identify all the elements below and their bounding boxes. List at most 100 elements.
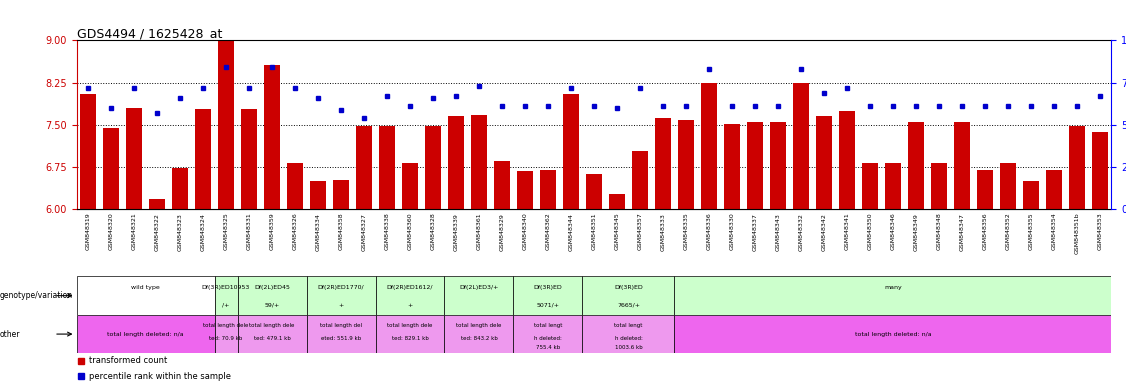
Text: 1003.6 kb: 1003.6 kb: [615, 344, 642, 350]
Text: GSM848336: GSM848336: [706, 213, 712, 250]
Text: GSM848334: GSM848334: [315, 213, 321, 250]
Bar: [471, 115, 488, 209]
Bar: [402, 163, 418, 209]
Text: GSM848351: GSM848351: [591, 213, 597, 250]
Text: total length deleted: n/a: total length deleted: n/a: [855, 331, 931, 337]
Text: GSM848320: GSM848320: [108, 213, 114, 250]
Text: ted: 829.1 kb: ted: 829.1 kb: [392, 336, 428, 341]
Text: 7665/+: 7665/+: [617, 303, 640, 308]
Text: GSM848330: GSM848330: [730, 213, 734, 250]
Text: GSM848360: GSM848360: [408, 213, 412, 250]
FancyBboxPatch shape: [445, 276, 513, 315]
Text: GSM848333: GSM848333: [661, 213, 665, 250]
Bar: [586, 174, 602, 209]
Text: transformed count: transformed count: [89, 356, 168, 366]
Text: GSM848331: GSM848331: [247, 213, 251, 250]
Text: h deleted:: h deleted:: [534, 336, 562, 341]
Text: GSM848328: GSM848328: [430, 213, 436, 250]
Bar: [861, 163, 878, 209]
Bar: [700, 83, 717, 209]
Bar: [356, 126, 372, 209]
Text: ted: 479.1 kb: ted: 479.1 kb: [253, 336, 291, 341]
Text: GSM848357: GSM848357: [637, 213, 643, 250]
Bar: [908, 122, 924, 209]
Text: GSM848319: GSM848319: [86, 213, 90, 250]
Bar: [931, 162, 947, 209]
Bar: [149, 199, 166, 209]
Text: GSM848341: GSM848341: [844, 213, 849, 250]
Bar: [172, 168, 188, 209]
FancyBboxPatch shape: [77, 276, 215, 315]
Bar: [102, 127, 119, 209]
Text: GSM848337: GSM848337: [752, 213, 758, 250]
Text: h deleted:: h deleted:: [615, 336, 643, 341]
FancyBboxPatch shape: [375, 315, 445, 353]
Text: GSM848335: GSM848335: [683, 213, 688, 250]
Text: total lengt: total lengt: [615, 323, 643, 328]
Text: GSM848354: GSM848354: [1052, 213, 1056, 250]
Text: GSM848324: GSM848324: [200, 213, 206, 250]
Text: GSM848326: GSM848326: [293, 213, 297, 250]
Bar: [954, 122, 969, 209]
Bar: [540, 170, 556, 209]
FancyBboxPatch shape: [215, 276, 238, 315]
Text: GSM848327: GSM848327: [361, 213, 366, 250]
Text: Df(2L)ED45: Df(2L)ED45: [254, 285, 291, 291]
Text: GSM848355: GSM848355: [1028, 213, 1034, 250]
Bar: [333, 180, 349, 209]
Text: 59/+: 59/+: [265, 303, 279, 308]
Text: GSM848362: GSM848362: [545, 213, 551, 250]
Text: GSM848348: GSM848348: [937, 213, 941, 250]
Text: GSM848332: GSM848332: [798, 213, 804, 250]
Bar: [1022, 181, 1039, 209]
Bar: [678, 120, 694, 209]
Text: Df(2R)ED1770/: Df(2R)ED1770/: [318, 285, 365, 291]
Text: Df(3R)ED10953: Df(3R)ED10953: [202, 285, 250, 291]
Text: wild type: wild type: [132, 285, 160, 291]
Bar: [977, 170, 993, 209]
FancyBboxPatch shape: [375, 276, 445, 315]
Text: GSM848338: GSM848338: [384, 213, 390, 250]
Bar: [310, 181, 327, 209]
FancyBboxPatch shape: [445, 315, 513, 353]
Text: ted: 70.9 kb: ted: 70.9 kb: [209, 336, 243, 341]
Text: GSM848359: GSM848359: [269, 213, 275, 250]
FancyBboxPatch shape: [238, 315, 306, 353]
Text: Df(3R)ED: Df(3R)ED: [614, 285, 643, 291]
FancyBboxPatch shape: [582, 276, 674, 315]
Text: GSM848325: GSM848325: [224, 213, 229, 250]
FancyBboxPatch shape: [582, 315, 674, 353]
Bar: [885, 162, 901, 209]
Text: GSM848343: GSM848343: [776, 213, 780, 250]
Text: +: +: [408, 303, 412, 308]
Bar: [80, 94, 96, 209]
Text: Df(3R)ED: Df(3R)ED: [534, 285, 562, 291]
Bar: [1046, 170, 1062, 209]
Bar: [494, 161, 510, 209]
Bar: [379, 126, 395, 209]
Text: GDS4494 / 1625428_at: GDS4494 / 1625428_at: [77, 27, 222, 40]
Text: GSM848361: GSM848361: [476, 213, 482, 250]
Text: GSM848339: GSM848339: [454, 213, 458, 250]
Text: 755.4 kb: 755.4 kb: [536, 344, 560, 350]
Bar: [793, 83, 808, 209]
Text: GSM848356: GSM848356: [982, 213, 988, 250]
Text: Df(2L)ED3/+: Df(2L)ED3/+: [459, 285, 499, 291]
Text: GSM848342: GSM848342: [822, 213, 826, 250]
Text: GSM848346: GSM848346: [891, 213, 895, 250]
Bar: [517, 171, 533, 209]
Text: total length deleted: n/a: total length deleted: n/a: [107, 331, 184, 337]
Text: genotype/variation: genotype/variation: [0, 291, 73, 300]
Text: percentile rank within the sample: percentile rank within the sample: [89, 372, 231, 381]
Bar: [816, 116, 832, 209]
FancyBboxPatch shape: [215, 315, 238, 353]
Text: GSM848322: GSM848322: [154, 213, 160, 250]
Text: GSM848352: GSM848352: [1006, 213, 1010, 250]
Bar: [747, 122, 763, 209]
Text: GSM848323: GSM848323: [178, 213, 182, 250]
FancyBboxPatch shape: [238, 276, 306, 315]
Bar: [126, 108, 142, 209]
Text: 5071/+: 5071/+: [536, 303, 560, 308]
Text: GSM848358: GSM848358: [339, 213, 343, 250]
Text: Df(2R)ED1612/: Df(2R)ED1612/: [386, 285, 434, 291]
